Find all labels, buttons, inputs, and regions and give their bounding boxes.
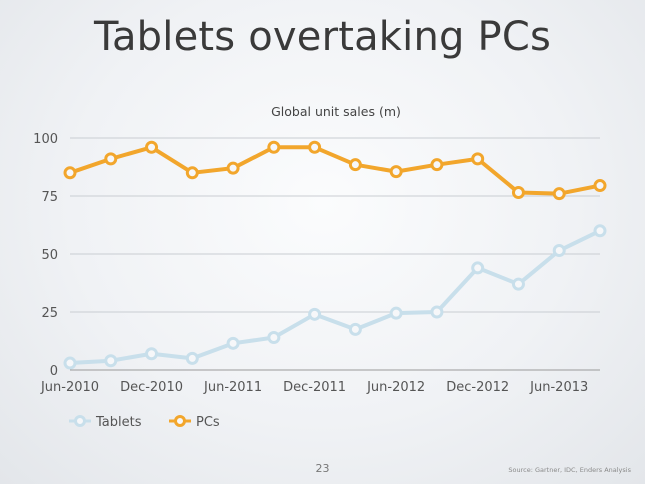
point-tablets	[267, 331, 281, 345]
x-tick-label: Dec-2010	[120, 380, 183, 395]
point-tablets	[593, 224, 607, 238]
series-pcs	[63, 140, 607, 201]
point-pcs	[104, 152, 118, 166]
gridlines	[70, 137, 600, 371]
point-tablets	[226, 336, 240, 350]
point-pcs	[552, 187, 566, 201]
point-pcs	[185, 166, 199, 180]
point-tablets	[552, 244, 566, 258]
point-tablets	[430, 305, 444, 319]
x-tick-label: Jun-2012	[366, 380, 425, 395]
legend: Tablets PCs	[69, 415, 220, 430]
point-tablets	[308, 307, 322, 321]
y-tick-label: 75	[41, 190, 58, 205]
x-axis-ticks: Jun-2010 Dec-2010 Jun-2011 Dec-2011 Jun-2012…	[40, 380, 588, 395]
legend-swatch-marker	[174, 415, 186, 427]
point-pcs	[267, 140, 281, 154]
point-tablets	[471, 261, 485, 275]
x-tick-label: Jun-2013	[529, 380, 588, 395]
point-tablets	[348, 322, 362, 336]
legend-label: Tablets	[95, 415, 142, 430]
slide-title: Tablets overtaking PCs	[93, 14, 552, 60]
point-tablets	[104, 354, 118, 368]
point-tablets	[511, 277, 525, 291]
x-tick-label: Dec-2012	[446, 380, 509, 395]
y-tick-label: 50	[41, 248, 58, 263]
legend-label: PCs	[196, 415, 220, 430]
y-axis-ticks: 0 25 50 75 100	[33, 132, 58, 379]
point-pcs	[593, 179, 607, 193]
legend-item-pcs: PCs	[169, 415, 220, 430]
point-tablets	[389, 306, 403, 320]
series-line-tablets	[68, 228, 602, 366]
source-note: Source: Gartner, IDC, Enders Analysis	[508, 466, 631, 474]
point-pcs	[389, 165, 403, 179]
point-pcs	[430, 158, 444, 172]
x-tick-label: Jun-2010	[40, 380, 99, 395]
y-tick-label: 25	[41, 306, 58, 321]
point-tablets	[185, 351, 199, 365]
chart-title: Global unit sales (m)	[271, 104, 401, 119]
y-tick-label: 0	[50, 364, 58, 379]
point-tablets	[63, 356, 77, 370]
point-pcs	[348, 158, 362, 172]
point-pcs	[145, 140, 159, 154]
point-pcs	[308, 140, 322, 154]
legend-item-tablets: Tablets	[69, 415, 142, 430]
point-pcs	[471, 152, 485, 166]
x-tick-label: Jun-2011	[203, 380, 262, 395]
series-tablets	[63, 224, 607, 370]
point-pcs	[63, 166, 77, 180]
point-pcs	[511, 186, 525, 200]
series-group	[63, 140, 607, 370]
point-tablets	[145, 347, 159, 361]
series-line-pcs	[68, 145, 602, 196]
legend-swatch-marker	[74, 415, 86, 427]
x-tick-label: Dec-2011	[283, 380, 346, 395]
y-tick-label: 100	[33, 132, 58, 147]
point-pcs	[226, 161, 240, 175]
page-number: 23	[315, 462, 330, 475]
